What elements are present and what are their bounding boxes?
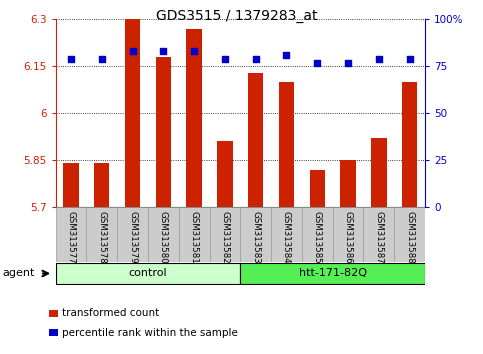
Bar: [179, 207, 210, 262]
Point: [406, 56, 413, 62]
Text: GSM313582: GSM313582: [220, 211, 229, 264]
Bar: [94, 163, 110, 207]
Text: agent: agent: [2, 268, 35, 279]
Text: GSM313581: GSM313581: [190, 211, 199, 264]
Bar: [371, 138, 386, 207]
Bar: [186, 29, 202, 207]
Bar: [156, 57, 171, 207]
Text: GSM313586: GSM313586: [343, 211, 353, 264]
Point: [67, 56, 75, 62]
Point: [221, 56, 229, 62]
Bar: [302, 207, 333, 262]
Bar: [271, 207, 302, 262]
Text: GSM313580: GSM313580: [159, 211, 168, 264]
Point: [283, 52, 290, 58]
Bar: [279, 82, 294, 207]
Point: [375, 56, 383, 62]
Bar: [49, 310, 58, 317]
Bar: [148, 207, 179, 262]
Text: GSM313588: GSM313588: [405, 211, 414, 264]
Bar: [86, 207, 117, 262]
Bar: [310, 170, 325, 207]
Text: htt-171-82Q: htt-171-82Q: [298, 268, 367, 279]
Text: GSM313578: GSM313578: [97, 211, 106, 264]
Point: [313, 60, 321, 65]
Text: GSM313577: GSM313577: [67, 211, 75, 264]
Bar: [125, 19, 140, 207]
Point: [128, 48, 136, 54]
Text: GSM313585: GSM313585: [313, 211, 322, 264]
Bar: [248, 73, 263, 207]
Text: GDS3515 / 1379283_at: GDS3515 / 1379283_at: [156, 9, 317, 23]
Text: GSM313587: GSM313587: [374, 211, 384, 264]
Text: control: control: [128, 268, 167, 279]
Bar: [117, 207, 148, 262]
Bar: [364, 207, 394, 262]
Bar: [341, 160, 356, 207]
Bar: [56, 263, 241, 284]
Point: [159, 48, 167, 54]
Bar: [394, 207, 425, 262]
Text: GSM313579: GSM313579: [128, 211, 137, 264]
Bar: [402, 82, 417, 207]
Point: [98, 56, 106, 62]
Text: GSM313584: GSM313584: [282, 211, 291, 264]
Text: percentile rank within the sample: percentile rank within the sample: [62, 328, 238, 338]
Bar: [333, 207, 364, 262]
Text: GSM313583: GSM313583: [251, 211, 260, 264]
Text: transformed count: transformed count: [62, 308, 159, 318]
Point: [344, 60, 352, 65]
Bar: [49, 329, 58, 336]
Bar: [210, 207, 240, 262]
Bar: [240, 263, 425, 284]
Bar: [217, 141, 233, 207]
Bar: [240, 207, 271, 262]
Bar: [56, 207, 86, 262]
Point: [252, 56, 259, 62]
Bar: [63, 163, 79, 207]
Point: [190, 48, 198, 54]
